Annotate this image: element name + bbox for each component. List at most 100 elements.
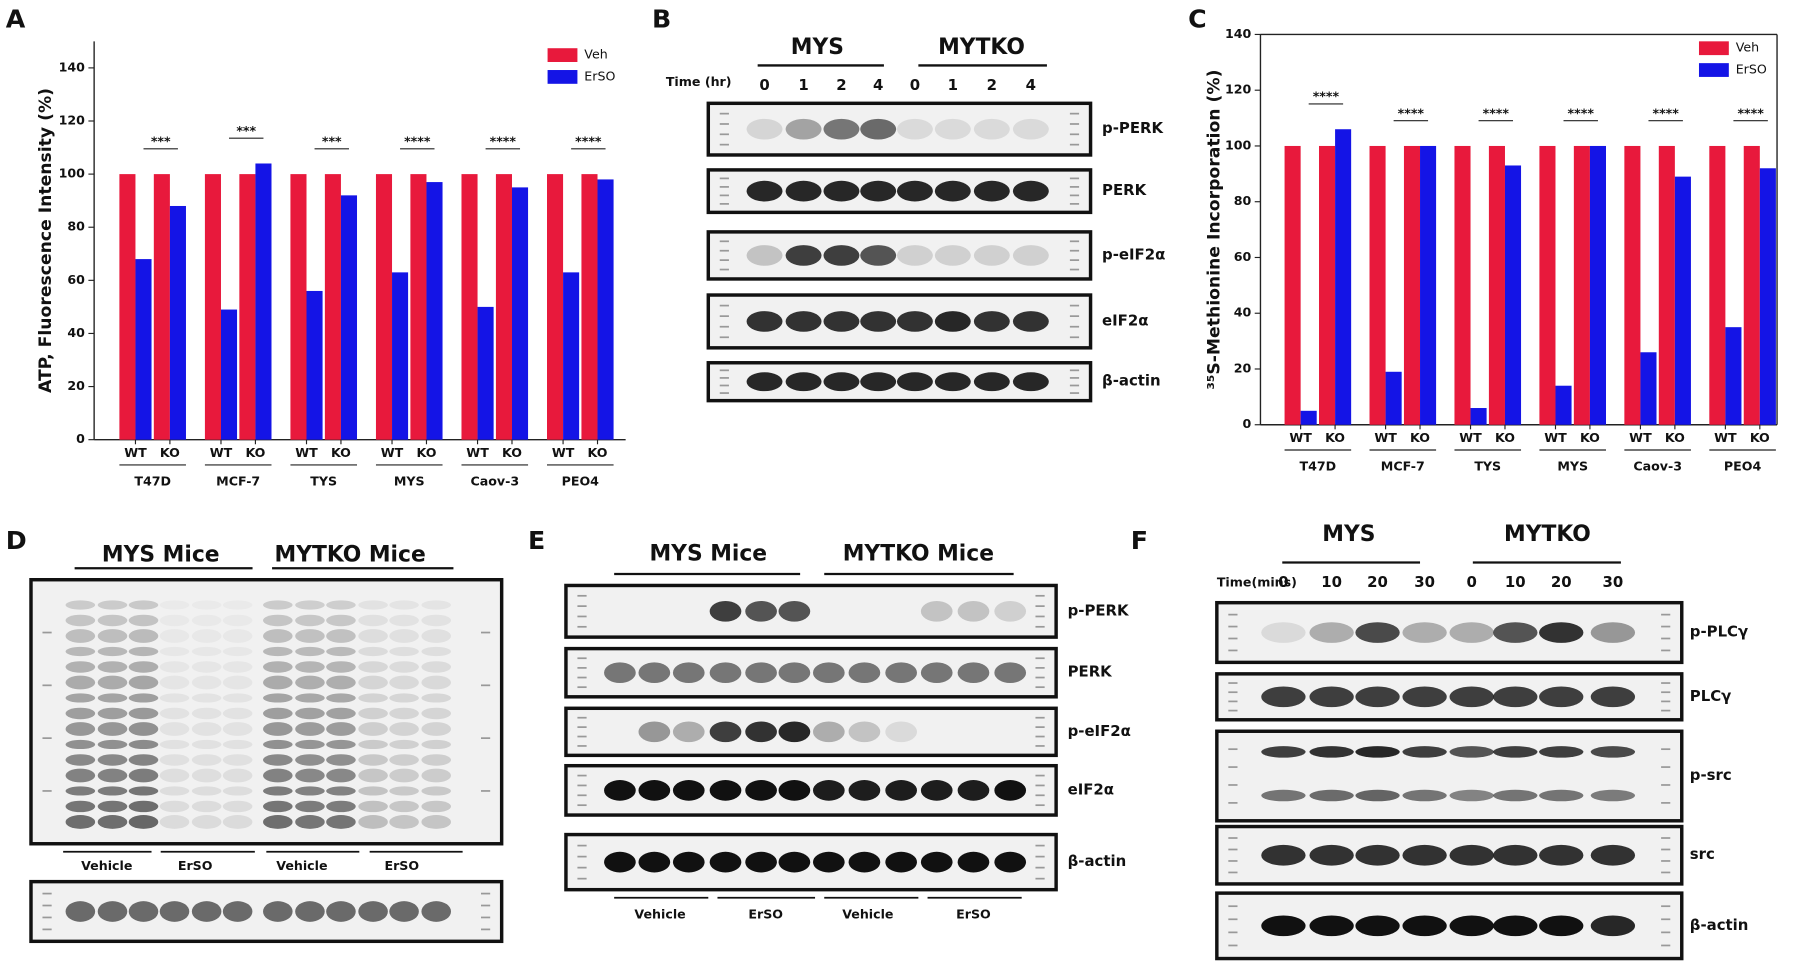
band <box>97 629 128 643</box>
y-tick-label: 60 <box>67 272 85 287</box>
group-label: MYS <box>791 35 844 60</box>
time-point: 20 <box>1367 573 1388 591</box>
band <box>65 815 96 829</box>
band <box>65 629 96 643</box>
row-label: PERK <box>1068 663 1113 681</box>
band <box>709 600 742 622</box>
band <box>191 768 222 783</box>
band <box>65 614 96 627</box>
group-label: TYS <box>310 474 337 489</box>
y-tick-label: 0 <box>1242 416 1251 431</box>
band <box>1449 789 1494 802</box>
band <box>65 786 96 796</box>
band <box>358 768 388 783</box>
band <box>1493 915 1538 937</box>
band <box>778 600 811 622</box>
band <box>1539 844 1584 866</box>
band <box>957 600 990 622</box>
significance: *** <box>151 133 171 148</box>
y-tick-label: 0 <box>76 431 85 446</box>
band <box>65 661 96 673</box>
panel-letter: D <box>6 526 27 555</box>
y-tick-label: 80 <box>67 219 85 234</box>
bar <box>1284 145 1301 425</box>
band <box>973 118 1010 140</box>
bar <box>324 174 341 440</box>
band <box>1402 622 1447 643</box>
band <box>934 180 971 202</box>
band <box>128 722 159 736</box>
band <box>746 245 783 266</box>
significance: **** <box>1737 105 1764 120</box>
band <box>295 722 325 736</box>
band <box>604 780 636 801</box>
band <box>295 815 325 829</box>
bar <box>1454 145 1471 425</box>
band <box>65 722 96 736</box>
band <box>421 800 452 813</box>
band <box>128 661 159 673</box>
band <box>745 721 777 743</box>
band <box>973 245 1010 266</box>
group-label: MCF-7 <box>216 474 260 489</box>
bar <box>410 174 427 440</box>
group-label: Caov-3 <box>1633 459 1682 474</box>
band <box>191 646 222 657</box>
band <box>295 600 325 610</box>
band <box>263 693 293 703</box>
band <box>263 614 293 627</box>
band <box>65 600 96 610</box>
band <box>1449 746 1494 758</box>
band <box>97 661 128 673</box>
band <box>192 615 222 626</box>
band <box>159 646 190 657</box>
band <box>1539 746 1584 758</box>
band <box>222 786 253 796</box>
significance: **** <box>1568 105 1595 120</box>
band <box>326 693 356 703</box>
band <box>160 600 190 609</box>
band <box>860 245 897 266</box>
band <box>421 722 452 736</box>
band <box>159 800 190 813</box>
band <box>421 786 452 796</box>
band <box>638 662 671 684</box>
band <box>638 851 671 873</box>
bar <box>1743 145 1760 425</box>
band <box>263 768 293 783</box>
legend-swatch <box>547 70 578 84</box>
band <box>326 675 356 690</box>
legend-label: Veh <box>1736 40 1759 55</box>
band <box>973 311 1010 332</box>
band <box>191 722 222 736</box>
band <box>823 180 860 202</box>
band <box>421 614 452 627</box>
band <box>812 851 845 873</box>
band <box>222 693 253 703</box>
band <box>920 851 953 873</box>
band <box>389 722 419 736</box>
band <box>638 780 671 801</box>
band <box>222 722 253 736</box>
band <box>778 780 811 801</box>
bar <box>1674 176 1691 425</box>
band <box>326 629 356 643</box>
bar <box>1385 371 1402 425</box>
band <box>973 372 1010 392</box>
band <box>191 739 222 750</box>
band <box>263 675 293 690</box>
band <box>358 675 388 690</box>
band <box>223 600 253 609</box>
band <box>358 815 388 829</box>
bar <box>239 174 256 440</box>
band <box>389 800 419 813</box>
bar <box>392 272 409 440</box>
band <box>97 815 128 829</box>
band <box>222 661 253 673</box>
band <box>389 600 419 610</box>
band <box>746 311 783 332</box>
x-tick-label: KO <box>502 445 522 460</box>
band <box>421 675 452 690</box>
